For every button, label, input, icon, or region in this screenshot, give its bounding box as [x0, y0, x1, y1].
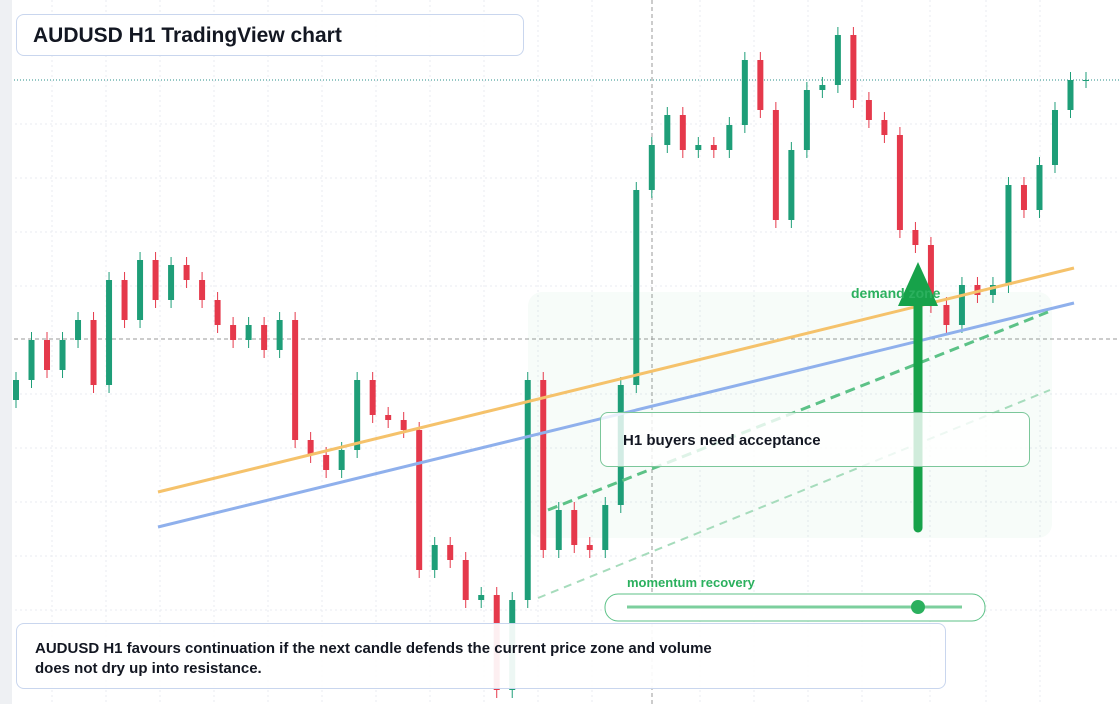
zone-label: demand zone — [851, 285, 941, 301]
candle-body — [695, 145, 702, 150]
candle-body — [121, 280, 128, 320]
candle-body — [323, 455, 330, 470]
candle-body — [183, 265, 190, 280]
candle-body — [788, 150, 795, 220]
candle-body — [431, 545, 438, 570]
slider-label: momentum recovery — [627, 575, 755, 590]
candle-body — [850, 35, 857, 100]
candle-body — [912, 230, 919, 245]
candle-body — [865, 100, 872, 120]
candle-body — [1083, 80, 1089, 81]
candle-body — [90, 320, 97, 385]
candle-body — [276, 320, 283, 350]
candle-body — [416, 430, 423, 570]
candle-body — [896, 135, 903, 230]
candle-body — [307, 440, 314, 455]
candle-body — [602, 505, 609, 550]
callout: H1 buyers need acceptance — [600, 412, 1030, 467]
candle-body — [710, 145, 717, 150]
candle-body — [385, 415, 392, 420]
candle-body — [478, 595, 485, 600]
candle-body — [44, 340, 51, 370]
candle-body — [400, 420, 407, 430]
candle-body — [571, 510, 578, 545]
candle-body — [1067, 80, 1074, 110]
candle-body — [261, 325, 268, 350]
candle-body — [679, 115, 686, 150]
candle-body — [1036, 165, 1043, 210]
candle-body — [369, 380, 376, 415]
candle-body — [292, 320, 299, 440]
candle-body — [106, 280, 113, 385]
chart-title: AUDUSD H1 TradingView chart — [16, 14, 524, 56]
candle-body — [648, 145, 655, 190]
candle-body — [75, 320, 82, 340]
candle-body — [28, 340, 35, 380]
candle-body — [152, 260, 159, 300]
candle-body — [59, 340, 66, 370]
candle-body — [245, 325, 252, 340]
note: AUDUSD H1 favours continuation if the ne… — [16, 623, 946, 689]
candle-body — [13, 380, 19, 400]
candle-body — [819, 85, 826, 90]
candle-body — [958, 285, 965, 325]
candle-body — [741, 60, 748, 125]
candle-body — [664, 115, 671, 145]
slider-handle[interactable] — [911, 600, 925, 614]
candle-body — [338, 450, 345, 470]
arrow-head — [898, 262, 938, 306]
candle-body — [168, 265, 175, 300]
candle-body — [540, 380, 547, 550]
left-edge — [0, 0, 12, 704]
candle-body — [757, 60, 764, 110]
candle-body — [834, 35, 841, 85]
candle-body — [354, 380, 361, 450]
candle-body — [1005, 185, 1012, 285]
candle-body — [462, 560, 469, 600]
candle-body — [555, 510, 562, 550]
candle-body — [137, 260, 144, 320]
candle-body — [230, 325, 237, 340]
candle-body — [803, 90, 810, 150]
channel-line — [547, 310, 1049, 512]
candle-body — [974, 285, 981, 295]
candle-body — [726, 125, 733, 150]
candle-body — [881, 120, 888, 135]
candle-body — [447, 545, 454, 560]
candle-body — [1051, 110, 1058, 165]
candle-body — [927, 245, 934, 305]
candle-body — [989, 285, 996, 295]
candle-body — [199, 280, 206, 300]
candle-body — [633, 190, 640, 385]
candle-body — [214, 300, 221, 325]
candle-body — [586, 545, 593, 550]
candle-body — [772, 110, 779, 220]
candle-body — [524, 380, 531, 600]
candle-body — [943, 305, 950, 325]
candle-body — [1020, 185, 1027, 210]
